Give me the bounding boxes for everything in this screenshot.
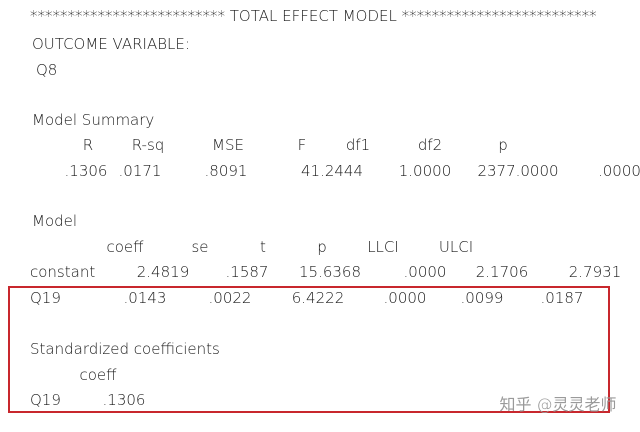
column-header: coeff xyxy=(79,366,117,384)
cell: 1.0000 xyxy=(398,162,452,180)
column-header: ULCI xyxy=(438,238,474,256)
cell: 2.4819 xyxy=(136,263,190,281)
column-header: F xyxy=(297,136,307,154)
header-title: ************************** TOTAL EFFECT … xyxy=(30,7,597,25)
cell: 2377.0000 xyxy=(477,162,559,180)
column-header: LLCI xyxy=(367,238,399,256)
column-header: df2 xyxy=(417,136,443,154)
outcome: Q8 xyxy=(36,61,58,79)
cell: 6.4222 xyxy=(291,289,345,307)
highlight-box xyxy=(8,286,610,413)
column-header: se xyxy=(191,238,209,256)
cell: 41.2444 xyxy=(300,162,364,180)
cell: .1306 xyxy=(102,391,146,409)
section-title: Model Summary xyxy=(32,111,155,129)
column-header: p xyxy=(317,238,327,256)
column-header: R-sq xyxy=(131,136,165,154)
column-header: t xyxy=(260,238,266,256)
cell: .0143 xyxy=(123,289,167,307)
watermark: 知乎 @灵灵老师 xyxy=(499,395,617,414)
cell: .1306 xyxy=(64,162,108,180)
cell: 2.7931 xyxy=(568,263,622,281)
cell: .0171 xyxy=(118,162,162,180)
cell: .0187 xyxy=(540,289,584,307)
row-label: Q19 xyxy=(30,289,61,307)
column-header: df1 xyxy=(345,136,371,154)
cell: .0022 xyxy=(208,289,252,307)
row-label: Q19 xyxy=(30,391,61,409)
section-title: Model xyxy=(32,212,78,230)
cell: 15.6368 xyxy=(298,263,362,281)
column-header: MSE xyxy=(212,136,244,154)
cell: .0099 xyxy=(460,289,504,307)
section-title: Standardized coefficients xyxy=(30,340,220,358)
outcome-label: OUTCOME VARIABLE: xyxy=(32,35,190,53)
column-header: p xyxy=(498,136,508,154)
cell: .0000 xyxy=(403,263,447,281)
cell: .8091 xyxy=(204,162,248,180)
cell: 2.1706 xyxy=(475,263,529,281)
cell: .1587 xyxy=(225,263,269,281)
row-label: constant xyxy=(30,263,96,281)
cell: .0000 xyxy=(598,162,640,180)
cell: .0000 xyxy=(383,289,427,307)
column-header: R xyxy=(82,136,94,154)
column-header: coeff xyxy=(106,238,144,256)
